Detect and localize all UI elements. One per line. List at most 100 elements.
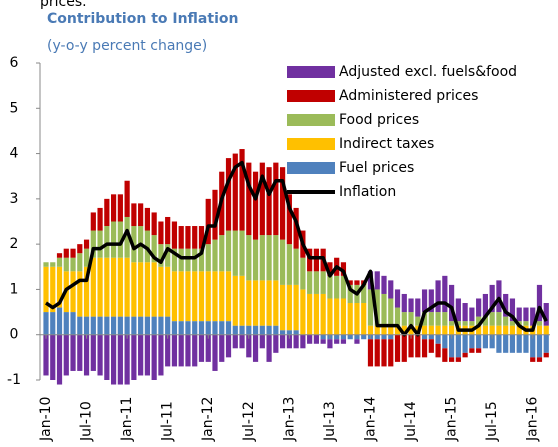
bar (83, 266, 90, 317)
bar (56, 253, 63, 258)
bar (63, 248, 69, 258)
bar (313, 334, 319, 344)
bar (43, 262, 49, 267)
bar (340, 334, 347, 340)
bar (374, 334, 380, 340)
bar (408, 312, 414, 326)
bar (340, 339, 347, 344)
bar (509, 298, 516, 322)
bar (205, 321, 211, 335)
bar (138, 316, 144, 335)
bar (340, 298, 347, 335)
bar (131, 203, 137, 227)
bar (327, 275, 333, 299)
bar (489, 312, 495, 326)
bar (496, 280, 502, 313)
bar (77, 271, 83, 317)
bar (104, 226, 110, 258)
bar (225, 334, 232, 358)
bar (104, 334, 110, 380)
bar (70, 312, 76, 335)
bar (482, 325, 488, 335)
bar (124, 180, 130, 217)
bar (212, 189, 218, 240)
y-tick-label: 5 (10, 100, 19, 116)
y-tick-label: 0 (10, 327, 19, 343)
bar (43, 312, 49, 335)
legend-label: Fuel prices (339, 160, 414, 176)
bar (334, 298, 340, 335)
bar (469, 334, 475, 349)
bar (252, 171, 259, 240)
bar (171, 321, 178, 335)
bar (394, 307, 401, 326)
bar (151, 235, 157, 263)
bar (462, 303, 468, 322)
bar (313, 293, 319, 335)
bar (97, 230, 103, 258)
bar (70, 248, 76, 258)
legend-swatch (287, 162, 335, 174)
bar (77, 253, 83, 272)
bar (117, 221, 123, 258)
bar (320, 339, 326, 344)
bar (43, 334, 49, 376)
bar (192, 334, 198, 367)
bar (111, 257, 117, 317)
bar (327, 262, 333, 276)
bar (138, 262, 144, 317)
bar (77, 316, 83, 335)
bar (165, 334, 171, 367)
bar (293, 284, 299, 331)
bar (455, 321, 461, 326)
bar (225, 271, 232, 322)
bar (165, 244, 171, 267)
chart-title: Contribution to Inflation (47, 11, 238, 27)
bar (293, 334, 299, 349)
bar (90, 230, 96, 258)
bar (252, 239, 259, 281)
bar (90, 334, 96, 371)
bar (131, 334, 137, 380)
bar (280, 334, 286, 349)
x-tick-label: Jan-10 (38, 397, 54, 442)
bar (266, 235, 272, 281)
bar (496, 312, 502, 326)
bar (131, 316, 137, 335)
bar (523, 321, 529, 326)
bar (469, 321, 475, 326)
bar (266, 280, 272, 326)
bar (280, 167, 286, 240)
bar (516, 334, 522, 353)
bar (273, 280, 279, 326)
bar (252, 334, 259, 362)
bar (476, 325, 482, 335)
bar (185, 248, 191, 272)
bar (158, 266, 164, 317)
bar (259, 325, 265, 335)
legend-label: Food prices (339, 112, 419, 128)
bar (117, 194, 123, 222)
bar (476, 348, 482, 353)
bar (144, 207, 150, 231)
bar (347, 284, 353, 304)
bar (239, 275, 245, 326)
bar (482, 334, 488, 349)
bar (543, 303, 549, 326)
bar (77, 244, 83, 254)
bar (293, 207, 299, 249)
bar (516, 307, 522, 322)
bar (442, 334, 448, 349)
bar (320, 293, 326, 335)
bar (124, 216, 130, 258)
bar (56, 257, 63, 267)
bar (530, 307, 536, 326)
bar (388, 325, 394, 335)
bar (307, 334, 313, 344)
bar (50, 266, 56, 313)
bar (117, 316, 123, 335)
legend-label: Administered prices (339, 88, 478, 104)
bar (361, 303, 367, 335)
bar (104, 198, 110, 227)
bar (50, 334, 56, 380)
